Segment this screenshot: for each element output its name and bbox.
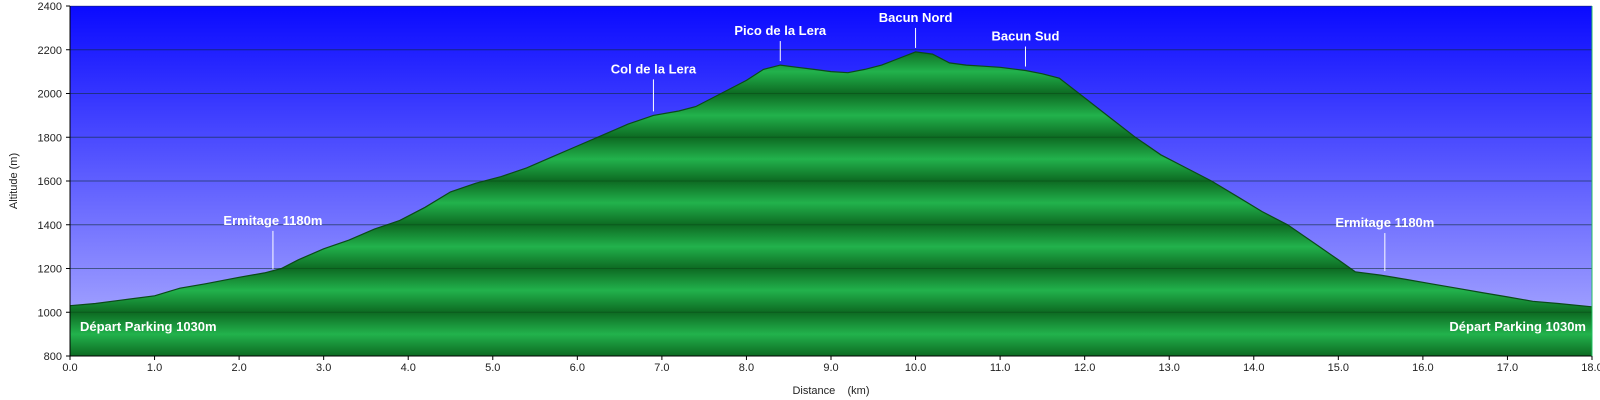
end-parking-label: Départ Parking 1030m	[1449, 319, 1586, 334]
annotation-label-1: Col de la Lera	[611, 61, 697, 76]
y-tick-label-1200: 1200	[38, 264, 62, 276]
x-tick-label-0.0: 0.0	[62, 362, 77, 374]
start-parking-label: Départ Parking 1030m	[80, 319, 217, 334]
x-tick-label-10.0: 10.0	[905, 362, 926, 374]
y-tick-label-2000: 2000	[38, 89, 62, 101]
x-tick-label-1.0: 1.0	[147, 362, 162, 374]
annotation-label-2: Pico de la Lera	[734, 23, 827, 38]
x-tick-label-5.0: 5.0	[485, 362, 500, 374]
x-tick-label-11.0: 11.0	[990, 362, 1011, 374]
y-tick-label-1600: 1600	[38, 176, 62, 188]
x-tick-label-3.0: 3.0	[316, 362, 331, 374]
elevation-area-fill	[70, 51, 1592, 356]
x-tick-label-14.0: 14.0	[1243, 362, 1264, 374]
y-tick-label-800: 800	[44, 351, 62, 363]
y-tick-label-1400: 1400	[38, 220, 62, 232]
elevation-area	[70, 6, 1592, 356]
x-tick-label-6.0: 6.0	[570, 362, 585, 374]
annotation-label-4: Bacun Sud	[992, 29, 1060, 44]
x-tick-label-12.0: 12.0	[1074, 362, 1095, 374]
y-tick-label-2400: 2400	[38, 1, 62, 13]
x-tick-label-8.0: 8.0	[739, 362, 754, 374]
x-tick-label-2.0: 2.0	[231, 362, 246, 374]
y-tick-label-2200: 2200	[38, 45, 62, 57]
annotation-label-0: Ermitage 1180m	[223, 213, 322, 228]
annotation-label-5: Ermitage 1180m	[1335, 215, 1434, 230]
y-tick-label-1800: 1800	[38, 132, 62, 144]
x-tick-label-9.0: 9.0	[823, 362, 838, 374]
x-tick-label-15.0: 15.0	[1328, 362, 1349, 374]
elevation-outline	[70, 51, 1592, 308]
x-tick-label-4.0: 4.0	[401, 362, 416, 374]
x-axis-title: Distance (km)	[792, 385, 869, 397]
x-tick-label-7.0: 7.0	[654, 362, 669, 374]
x-tick-label-17.0: 17.0	[1497, 362, 1518, 374]
x-tick-label-13.0: 13.0	[1159, 362, 1180, 374]
y-axis-title: Altitude (m)	[8, 153, 20, 209]
annotation-label-3: Bacun Nord	[879, 10, 953, 25]
axes: 800 1000 1200 1400 1600 1800 2000 2200 2400 0.0 1.…	[38, 1, 1600, 374]
y-tick-label-1000: 1000	[38, 307, 62, 319]
waypoint-annotations: Ermitage 1180m Col de la Lera Pico de la L…	[223, 10, 1434, 272]
x-tick-label-18.0: 18.0	[1581, 362, 1600, 374]
x-tick-label-16.0: 16.0	[1412, 362, 1433, 374]
